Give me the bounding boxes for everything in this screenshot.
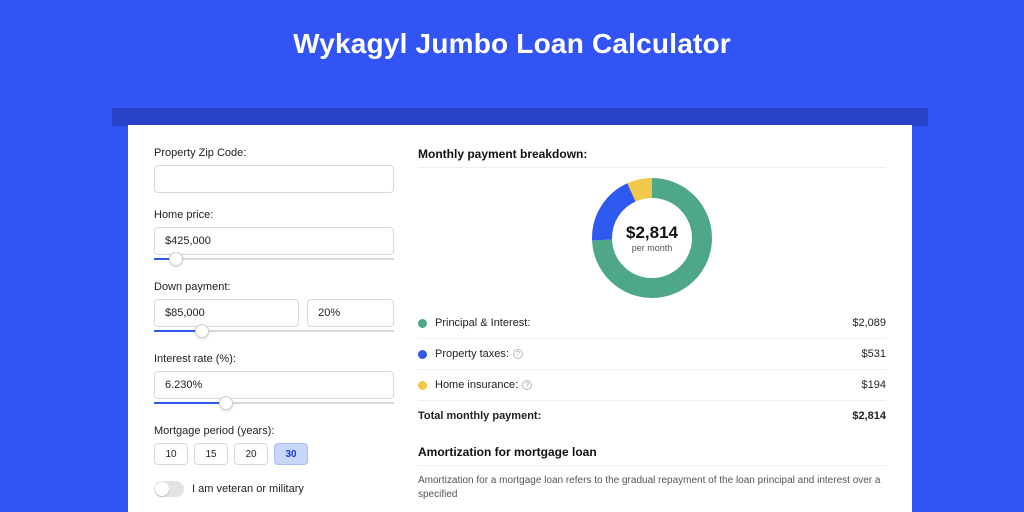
- slider-track: [154, 258, 394, 260]
- slider-thumb[interactable]: [219, 396, 233, 410]
- header-band: [112, 108, 928, 126]
- veteran-row: I am veteran or military: [154, 481, 394, 497]
- home-price-field: Home price:: [154, 209, 394, 265]
- legend-dot: [418, 319, 427, 328]
- donut-amount: $2,814: [626, 223, 678, 243]
- period-btn-10[interactable]: 10: [154, 443, 188, 465]
- legend-value: $2,089: [852, 317, 886, 329]
- period-field: Mortgage period (years): 10 15 20 30: [154, 425, 394, 465]
- interest-label: Interest rate (%):: [154, 353, 394, 365]
- down-payment-slider[interactable]: [154, 325, 394, 337]
- legend-row: Home insurance: ?$194: [418, 370, 886, 401]
- legend-row: Property taxes: ?$531: [418, 339, 886, 370]
- slider-fill: [154, 402, 226, 404]
- donut-chart: $2,814 per month: [588, 174, 716, 302]
- zip-label: Property Zip Code:: [154, 147, 394, 159]
- legend-dot: [418, 381, 427, 390]
- legend-value: $531: [862, 348, 886, 360]
- home-price-label: Home price:: [154, 209, 394, 221]
- down-payment-pct-input[interactable]: [307, 299, 394, 327]
- total-row: Total monthly payment: $2,814: [418, 401, 886, 431]
- home-price-slider[interactable]: [154, 253, 394, 265]
- amortization-title: Amortization for mortgage loan: [418, 445, 886, 459]
- legend-dot: [418, 350, 427, 359]
- toggle-knob: [155, 482, 169, 496]
- interest-slider[interactable]: [154, 397, 394, 409]
- legend-row: Principal & Interest:$2,089: [418, 308, 886, 339]
- veteran-label: I am veteran or military: [192, 483, 304, 495]
- legend-label: Home insurance: ?: [435, 379, 862, 391]
- amortization-block: Amortization for mortgage loan Amortizat…: [418, 445, 886, 502]
- donut-sub: per month: [632, 243, 673, 253]
- slider-thumb[interactable]: [169, 252, 183, 266]
- zip-input[interactable]: [154, 165, 394, 193]
- total-value: $2,814: [852, 410, 886, 422]
- calculator-card: Property Zip Code: Home price: Down paym…: [128, 125, 912, 512]
- interest-field: Interest rate (%):: [154, 353, 394, 409]
- legend-label: Principal & Interest:: [435, 317, 852, 329]
- info-icon[interactable]: ?: [522, 380, 532, 390]
- divider: [418, 465, 886, 466]
- legend-value: $194: [862, 379, 886, 391]
- period-btn-30[interactable]: 30: [274, 443, 308, 465]
- down-payment-label: Down payment:: [154, 281, 394, 293]
- period-btn-20[interactable]: 20: [234, 443, 268, 465]
- donut-center: $2,814 per month: [588, 174, 716, 302]
- period-btn-15[interactable]: 15: [194, 443, 228, 465]
- legend-label: Property taxes: ?: [435, 348, 862, 360]
- veteran-toggle[interactable]: [154, 481, 184, 497]
- info-icon[interactable]: ?: [513, 349, 523, 359]
- breakdown-title: Monthly payment breakdown:: [418, 147, 886, 161]
- slider-thumb[interactable]: [195, 324, 209, 338]
- down-payment-amount-input[interactable]: [154, 299, 299, 327]
- inputs-column: Property Zip Code: Home price: Down paym…: [154, 147, 394, 512]
- amortization-text: Amortization for a mortgage loan refers …: [418, 474, 886, 502]
- period-buttons: 10 15 20 30: [154, 443, 394, 465]
- donut-chart-wrap: $2,814 per month: [418, 168, 886, 308]
- results-column: Monthly payment breakdown: $2,814 per mo…: [418, 147, 886, 512]
- page-title: Wykagyl Jumbo Loan Calculator: [0, 0, 1024, 84]
- home-price-input[interactable]: [154, 227, 394, 255]
- down-payment-field: Down payment:: [154, 281, 394, 337]
- period-label: Mortgage period (years):: [154, 425, 394, 437]
- zip-field: Property Zip Code:: [154, 147, 394, 193]
- total-label: Total monthly payment:: [418, 410, 852, 422]
- interest-input[interactable]: [154, 371, 394, 399]
